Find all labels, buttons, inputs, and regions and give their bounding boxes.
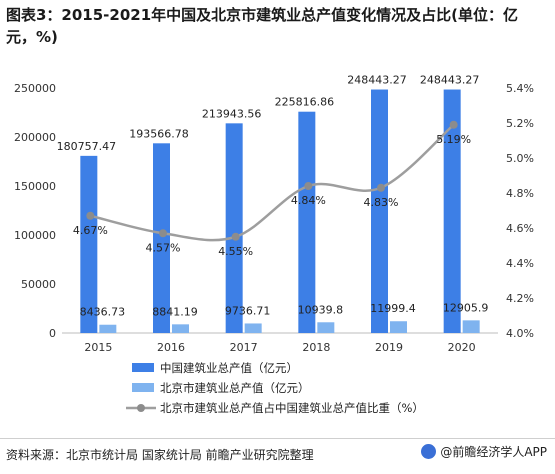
legend-marker-ratio (137, 404, 145, 412)
national-output-label: 225816.86 (275, 96, 335, 109)
combo-chart: 0 50000 100000 150000 200000 250000 4.0% 4.2% 4.… (14, 74, 534, 415)
ratio-point (449, 120, 458, 129)
ratio-label: 4.83% (364, 196, 399, 209)
beijing-output-bar (390, 321, 407, 333)
y-left-tick-label: 0 (49, 327, 56, 340)
ratio-label: 5.19% (436, 133, 471, 146)
beijing-output-bar (317, 322, 335, 333)
y-right-tick-label: 5.0% (506, 152, 534, 165)
ratio-label: 4.84% (291, 194, 326, 207)
beijing-output-bar (462, 320, 480, 333)
beijing-output-bar (99, 324, 117, 333)
brand-credit: @前瞻经济学人APP (421, 443, 547, 460)
y-right-tick-label: 5.2% (506, 117, 534, 130)
legend-label-national: 中国建筑业总产值（亿元） (160, 361, 298, 375)
y-left-tick-label: 200000 (14, 131, 56, 144)
ratio-label: 4.57% (146, 241, 181, 254)
y-left-tick-label: 250000 (14, 82, 56, 95)
national-output-bar (153, 143, 170, 333)
national-output-label: 213943.56 (202, 107, 262, 120)
ratio-point (86, 211, 95, 220)
x-tick-label: 2016 (157, 341, 185, 354)
legend-label-beijing: 北京市建筑业总产值（亿元） (160, 381, 310, 395)
national-output-label: 248443.27 (420, 74, 480, 87)
ratio-point (231, 232, 240, 241)
y-right-tick-label: 4.2% (506, 292, 534, 305)
brand-logo-icon (421, 444, 437, 459)
beijing-output-label: 10939.8 (298, 303, 344, 316)
beijing-output-label: 9736.71 (225, 304, 271, 317)
brand-label: @前瞻经济学人APP (440, 445, 547, 459)
x-tick-label: 2018 (302, 341, 330, 354)
ratio-point (304, 182, 313, 190)
y-left-tick-label: 150000 (14, 180, 56, 193)
national-output-label: 248443.27 (347, 74, 407, 87)
beijing-output-label: 8841.19 (152, 305, 198, 318)
legend-swatch-national (132, 363, 154, 372)
y-right-tick-label: 4.4% (506, 257, 534, 270)
national-output-bar (371, 89, 388, 333)
ratio-label: 4.67% (73, 224, 108, 237)
footer-divider (0, 438, 555, 439)
y-left-tick-label: 100000 (14, 229, 56, 242)
national-output-bar (225, 123, 243, 333)
beijing-output-label: 12905.9 (443, 301, 489, 314)
y-left-tick-label: 50000 (21, 278, 56, 291)
beijing-output-bar (244, 323, 262, 333)
y-right-tick-label: 4.6% (506, 222, 534, 235)
legend-label-ratio: 北京市建筑业总产值占中国建筑业总产值比重（%） (160, 401, 424, 415)
x-tick-label: 2015 (84, 341, 112, 354)
y-right-tick-label: 4.8% (506, 187, 534, 200)
national-output-label: 180757.47 (57, 140, 117, 153)
ratio-point (377, 183, 385, 192)
beijing-output-label: 8436.73 (80, 306, 126, 319)
ratio-point (159, 229, 167, 238)
y-right-tick-label: 4.0% (506, 327, 534, 340)
ratio-label: 4.55% (218, 245, 253, 258)
beijing-output-label: 11999.4 (370, 302, 416, 315)
national-output-label: 193566.78 (129, 127, 189, 140)
chart-title: 图表3：2015-2021年中国及北京市建筑业总产值变化情况及占比(单位：亿元，… (6, 6, 519, 46)
national-output-bar (298, 111, 316, 333)
ratio-line (90, 123, 455, 242)
national-output-bar (443, 89, 461, 333)
national-output-bar (80, 155, 98, 333)
x-tick-label: 2019 (375, 341, 403, 354)
x-tick-label: 2017 (230, 341, 258, 354)
legend-swatch-beijing (132, 383, 154, 392)
x-tick-label: 2020 (448, 341, 476, 354)
beijing-output-bar (172, 324, 189, 333)
source-note: 资料来源：北京市统计局 国家统计局 前瞻产业研究院整理 (6, 448, 314, 462)
y-right-tick-label: 5.4% (506, 82, 534, 95)
